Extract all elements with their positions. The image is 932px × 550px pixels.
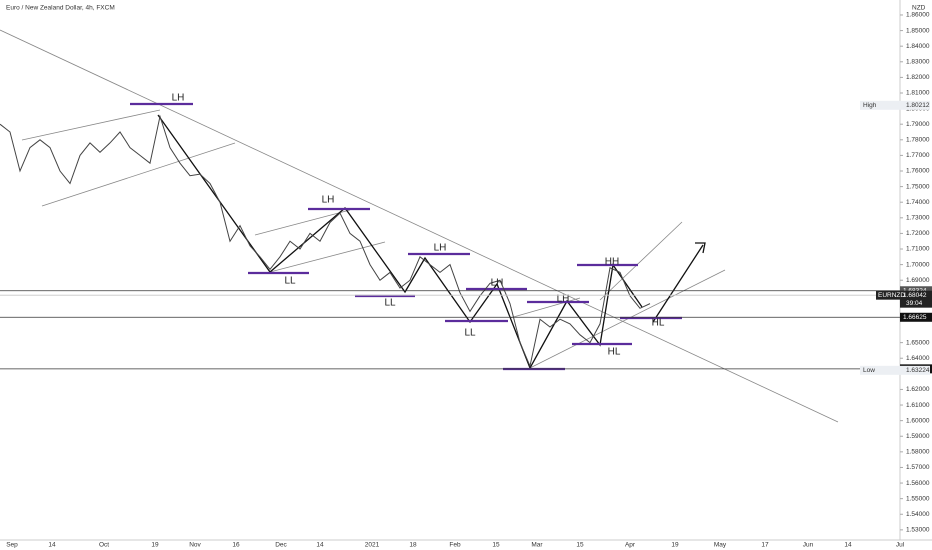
- x-tick-label: 14: [48, 542, 56, 549]
- x-tick-label: 15: [576, 542, 584, 549]
- x-tick-label: 19: [151, 542, 159, 549]
- y-tick-label: 1.82000: [906, 74, 930, 81]
- pattern-label: LL: [464, 328, 476, 339]
- x-tick-label: Jun: [803, 542, 814, 549]
- price-tag-label: 1.68042: [903, 292, 927, 299]
- pattern-label: LH: [172, 93, 185, 104]
- y-tick-label: 1.70000: [906, 261, 930, 268]
- y-tick-label: 1.60000: [906, 417, 930, 424]
- x-tick-label: 18: [409, 542, 417, 549]
- x-tick-label: Jul: [896, 542, 905, 549]
- y-tick-label: 1.65000: [906, 339, 930, 346]
- y-tick-label: 1.76000: [906, 168, 930, 175]
- zigzags: [157, 114, 706, 370]
- low-label: 1.63224: [906, 367, 930, 374]
- pattern-label: LH: [322, 195, 335, 206]
- y-tick-label: 1.79000: [906, 121, 930, 128]
- pattern-label: LH: [434, 243, 447, 254]
- y-tick-label: 1.62000: [906, 386, 930, 393]
- y-tick-label: 1.85000: [906, 27, 930, 34]
- pattern-label: LH: [491, 278, 504, 289]
- y-tick-label: 1.73000: [906, 215, 930, 222]
- pattern-label: HL: [608, 347, 621, 358]
- y-tick-label: 1.72000: [906, 230, 930, 237]
- pattern-label: HL: [652, 318, 665, 329]
- y-tick-label: 1.83000: [906, 59, 930, 66]
- x-tick-label: Nov: [189, 542, 201, 549]
- countdown: 39:04: [906, 300, 923, 307]
- y-tick-label: 1.75000: [906, 183, 930, 190]
- price-tag: [900, 312, 932, 322]
- y-tick-label: 1.55000: [906, 495, 930, 502]
- chart-title: Euro / New Zealand Dollar, 4h, FXCM: [6, 5, 115, 12]
- x-tick-label: Feb: [449, 542, 461, 549]
- y-tick-label: 1.86000: [906, 12, 930, 19]
- y-tick-label: 1.74000: [906, 199, 930, 206]
- y-tick-label: 1.59000: [906, 433, 930, 440]
- x-tick-label: 17: [761, 542, 769, 549]
- y-tick-label: 1.64000: [906, 355, 930, 362]
- x-tick-label: Dec: [275, 542, 287, 549]
- symbol-tag: [876, 290, 900, 300]
- x-tick-label: 16: [232, 542, 240, 549]
- y-tick-label: 1.81000: [906, 90, 930, 97]
- y-tick-label: 1.69000: [906, 277, 930, 284]
- y-tick-label: 1.61000: [906, 402, 930, 409]
- low-tag: [860, 365, 930, 375]
- pattern-label: LH: [557, 294, 570, 305]
- x-tick-label: 19: [671, 542, 679, 549]
- y-tick-label: 1.57000: [906, 464, 930, 471]
- y-tick-label: 1.53000: [906, 527, 930, 534]
- x-tick-label: Oct: [99, 542, 109, 549]
- currency-label: NZD: [912, 5, 926, 12]
- x-tick-label: 2021: [365, 542, 380, 549]
- high-name: High: [863, 102, 877, 109]
- y-tick-label: 1.56000: [906, 480, 930, 487]
- symbol-label: EURNZD: [878, 292, 905, 299]
- x-tick-label: May: [714, 542, 727, 549]
- pattern-label: LL: [284, 276, 296, 287]
- price-tag: [900, 290, 932, 308]
- price-tag-label: 1.66625: [903, 314, 927, 321]
- x-tick-label: Mar: [531, 542, 543, 549]
- y-tick-label: 1.58000: [906, 449, 930, 456]
- x-tick-label: 14: [844, 542, 852, 549]
- pattern-label: LL: [384, 298, 396, 309]
- y-tick-label: 1.77000: [906, 152, 930, 159]
- x-tick-label: 14: [316, 542, 324, 549]
- x-tick-label: 15: [492, 542, 500, 549]
- high-label: 1.80212: [906, 102, 930, 109]
- price-line: [0, 114, 651, 368]
- y-tick-label: 1.78000: [906, 137, 930, 144]
- x-tick-label: Sep: [6, 542, 18, 549]
- y-tick-label: 1.84000: [906, 43, 930, 50]
- y-tick-label: 1.54000: [906, 511, 930, 518]
- high-tag: [860, 100, 930, 110]
- x-tick-label: Apr: [625, 542, 636, 549]
- y-tick-label: 1.71000: [906, 246, 930, 253]
- pattern-label: HH: [605, 257, 619, 268]
- low-name: Low: [863, 367, 875, 374]
